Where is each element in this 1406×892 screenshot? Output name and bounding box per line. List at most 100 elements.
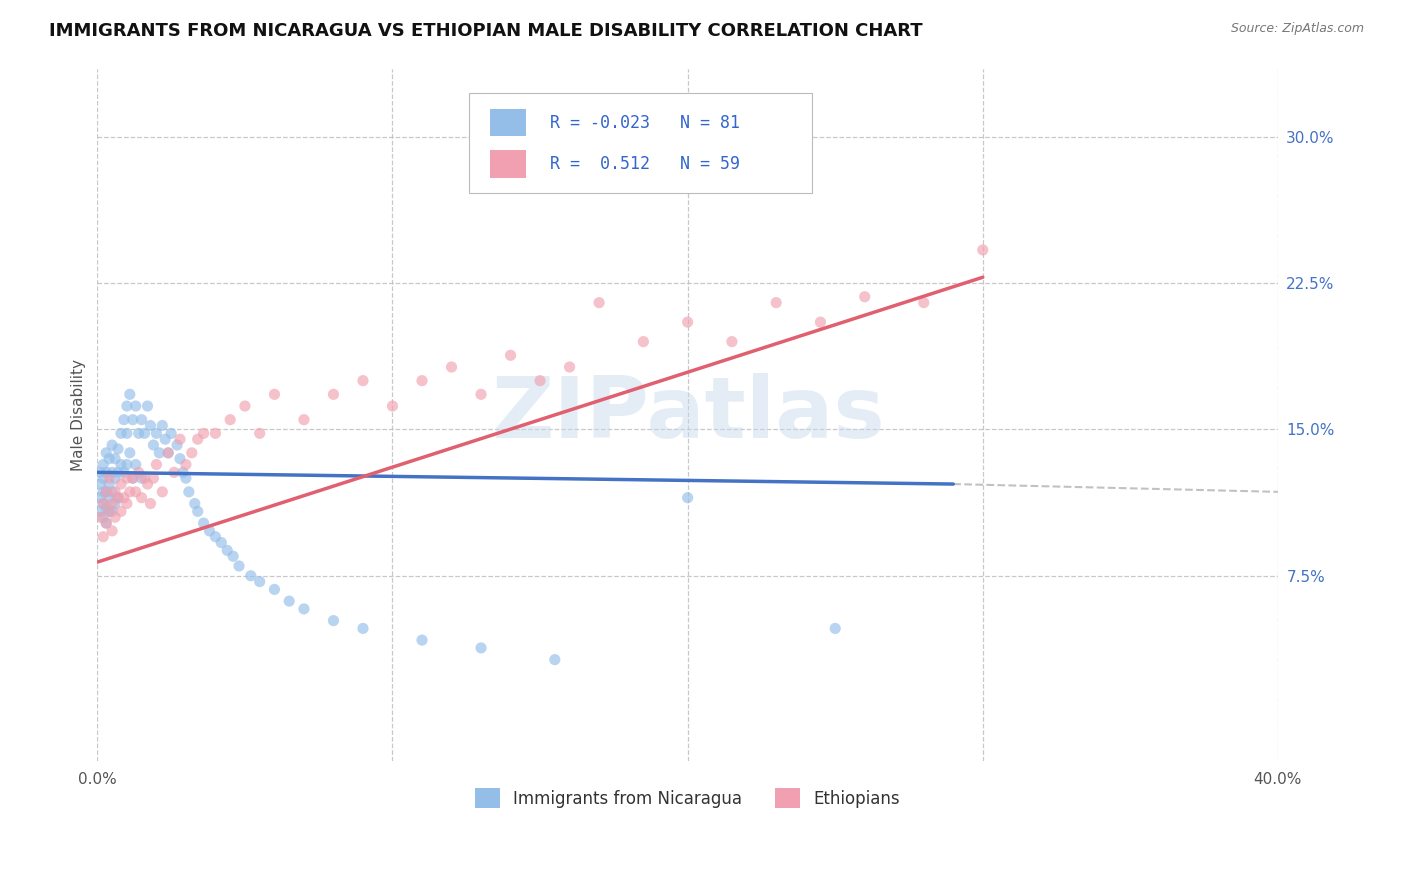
Point — [148, 446, 170, 460]
Point — [91, 497, 114, 511]
Point — [676, 149, 699, 163]
Point — [134, 471, 156, 485]
Point — [184, 497, 207, 511]
Point — [91, 510, 114, 524]
Point — [101, 497, 124, 511]
Point — [249, 426, 271, 441]
Point — [91, 458, 114, 472]
Point — [125, 399, 148, 413]
Point — [177, 484, 200, 499]
Point — [163, 466, 186, 480]
Point — [91, 484, 114, 499]
Point — [131, 412, 153, 426]
Point — [222, 549, 245, 564]
Point — [157, 446, 180, 460]
Point — [112, 412, 135, 426]
Point — [278, 594, 301, 608]
Point — [98, 504, 121, 518]
Point — [558, 359, 581, 374]
Point — [322, 387, 344, 401]
Point — [139, 418, 162, 433]
Point — [89, 491, 111, 505]
Point — [91, 530, 114, 544]
Point — [101, 504, 124, 518]
Point — [166, 438, 188, 452]
Point — [110, 477, 132, 491]
Point — [121, 471, 143, 485]
Point — [150, 484, 173, 499]
Point — [263, 387, 285, 401]
Point — [157, 446, 180, 460]
Point — [110, 426, 132, 441]
Point — [96, 516, 118, 530]
Point — [115, 399, 138, 413]
Point — [91, 497, 114, 511]
Point — [228, 559, 250, 574]
Point — [721, 334, 744, 349]
Point — [169, 432, 191, 446]
Point — [142, 471, 165, 485]
Point — [104, 484, 127, 499]
Point — [98, 451, 121, 466]
Point — [131, 491, 153, 505]
Point — [98, 504, 121, 518]
FancyBboxPatch shape — [491, 150, 526, 178]
Point — [633, 334, 655, 349]
Point — [101, 484, 124, 499]
Point — [233, 399, 256, 413]
Point — [292, 412, 315, 426]
Point — [104, 471, 127, 485]
Point — [115, 458, 138, 472]
Point — [972, 243, 994, 257]
Point — [101, 438, 124, 452]
Point — [96, 500, 118, 515]
Point — [145, 426, 167, 441]
Point — [470, 640, 492, 655]
Point — [96, 466, 118, 480]
Point — [810, 315, 832, 329]
Point — [219, 412, 242, 426]
Point — [118, 484, 141, 499]
Point — [209, 535, 232, 549]
Point — [128, 426, 150, 441]
Point — [101, 466, 124, 480]
Point — [499, 348, 522, 362]
Point — [101, 524, 124, 538]
Point — [136, 477, 159, 491]
Point — [125, 458, 148, 472]
Point — [824, 622, 846, 636]
Point — [107, 491, 129, 505]
Legend: Immigrants from Nicaragua, Ethiopians: Immigrants from Nicaragua, Ethiopians — [468, 781, 907, 815]
Point — [174, 471, 197, 485]
Text: R = -0.023   N = 81: R = -0.023 N = 81 — [550, 113, 740, 131]
Text: R =  0.512   N = 59: R = 0.512 N = 59 — [550, 155, 740, 173]
Point — [107, 442, 129, 456]
Point — [107, 466, 129, 480]
Point — [150, 418, 173, 433]
Point — [128, 466, 150, 480]
Point — [853, 290, 876, 304]
Point — [411, 374, 433, 388]
Point — [115, 426, 138, 441]
Point — [89, 504, 111, 518]
Point — [89, 510, 111, 524]
Point — [239, 568, 262, 582]
Point — [96, 516, 118, 530]
Point — [198, 524, 221, 538]
Point — [110, 504, 132, 518]
Point — [180, 446, 202, 460]
Y-axis label: Male Disability: Male Disability — [72, 359, 86, 471]
Point — [676, 315, 699, 329]
Text: ZIPatlas: ZIPatlas — [491, 373, 884, 457]
Point — [174, 458, 197, 472]
Point — [204, 426, 226, 441]
Point — [115, 471, 138, 485]
Point — [352, 374, 374, 388]
Point — [134, 426, 156, 441]
Point — [155, 432, 177, 446]
Text: IMMIGRANTS FROM NICARAGUA VS ETHIOPIAN MALE DISABILITY CORRELATION CHART: IMMIGRANTS FROM NICARAGUA VS ETHIOPIAN M… — [49, 22, 922, 40]
Point — [217, 543, 239, 558]
Point — [98, 477, 121, 491]
Point — [91, 471, 114, 485]
Point — [529, 374, 551, 388]
